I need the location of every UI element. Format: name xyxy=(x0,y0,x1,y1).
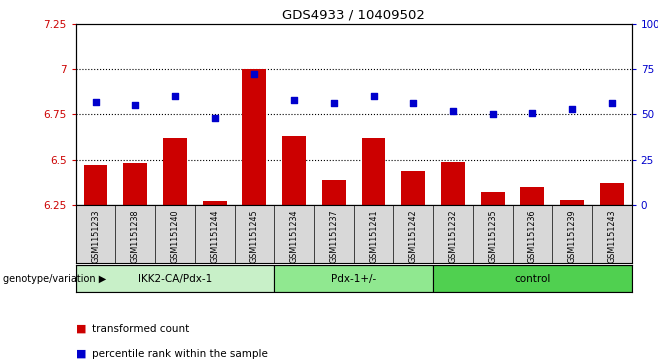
Title: GDS4933 / 10409502: GDS4933 / 10409502 xyxy=(282,8,425,21)
Bar xyxy=(163,138,187,205)
Bar xyxy=(433,265,632,292)
Text: GSM1151238: GSM1151238 xyxy=(131,210,139,263)
Text: GSM1151235: GSM1151235 xyxy=(488,210,497,264)
Text: genotype/variation ▶: genotype/variation ▶ xyxy=(3,274,107,284)
Text: GSM1151236: GSM1151236 xyxy=(528,210,537,263)
Text: control: control xyxy=(514,274,551,284)
Text: GSM1151234: GSM1151234 xyxy=(290,210,299,263)
Point xyxy=(527,110,538,115)
Text: GSM1151233: GSM1151233 xyxy=(91,210,100,263)
Point xyxy=(328,101,339,106)
Text: GSM1151239: GSM1151239 xyxy=(568,210,576,264)
Bar xyxy=(362,138,386,205)
Text: ■: ■ xyxy=(76,323,89,334)
Bar xyxy=(76,265,274,292)
Point xyxy=(567,106,577,112)
Text: percentile rank within the sample: percentile rank within the sample xyxy=(92,349,268,359)
Bar xyxy=(274,265,433,292)
Point xyxy=(607,101,617,106)
Bar xyxy=(441,162,465,205)
Bar xyxy=(520,187,544,205)
Text: IKK2-CA/Pdx-1: IKK2-CA/Pdx-1 xyxy=(138,274,212,284)
Text: GSM1151240: GSM1151240 xyxy=(170,210,180,263)
Bar xyxy=(401,171,425,205)
Point xyxy=(447,108,458,114)
Text: GSM1151242: GSM1151242 xyxy=(409,210,418,264)
Point xyxy=(488,111,498,117)
Bar xyxy=(600,183,624,205)
Bar xyxy=(560,200,584,205)
Text: Pdx-1+/-: Pdx-1+/- xyxy=(331,274,376,284)
Point xyxy=(209,115,220,121)
Text: GSM1151243: GSM1151243 xyxy=(607,210,617,263)
Point xyxy=(289,97,299,103)
Bar xyxy=(123,163,147,205)
Text: GSM1151245: GSM1151245 xyxy=(250,210,259,264)
Point xyxy=(90,99,101,105)
Point xyxy=(408,101,418,106)
Bar xyxy=(84,165,107,205)
Bar xyxy=(203,201,226,205)
Text: transformed count: transformed count xyxy=(92,323,190,334)
Text: GSM1151237: GSM1151237 xyxy=(329,210,338,264)
Bar xyxy=(282,136,306,205)
Bar xyxy=(481,192,505,205)
Point xyxy=(368,93,379,99)
Point xyxy=(170,93,180,99)
Text: GSM1151244: GSM1151244 xyxy=(210,210,219,263)
Bar xyxy=(322,180,345,205)
Text: GSM1151241: GSM1151241 xyxy=(369,210,378,263)
Point xyxy=(249,72,260,77)
Bar xyxy=(242,69,266,205)
Text: GSM1151232: GSM1151232 xyxy=(449,210,457,264)
Text: ■: ■ xyxy=(76,349,89,359)
Point xyxy=(130,102,141,108)
